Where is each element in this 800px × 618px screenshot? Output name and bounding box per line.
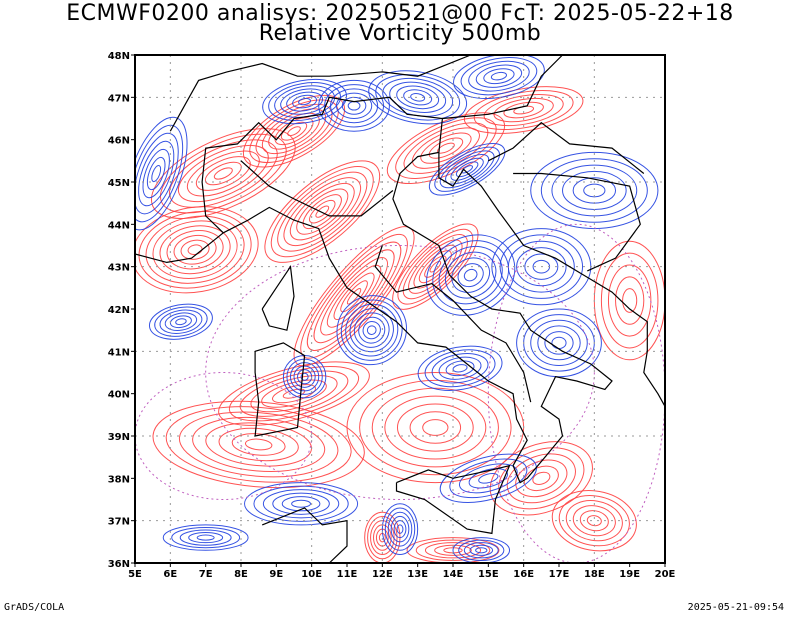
lat-label: 44N: [108, 220, 130, 231]
lat-label: 42N: [108, 305, 130, 316]
lon-label: 5E: [128, 569, 142, 580]
longitude-ticks: [134, 563, 666, 567]
latitude-labels: 36N 37N 38N 39N 40N 41N 42N 43N 44N 45N 46N 47N 48N: [108, 51, 130, 570]
chart-subtitle: Relative Vorticity 500mb: [258, 21, 542, 46]
lat-label: 38N: [108, 474, 130, 485]
lon-label: 13E: [407, 569, 428, 580]
lon-label: 19E: [619, 569, 640, 580]
lon-label: 15E: [478, 569, 499, 580]
lon-label: 8E: [234, 569, 248, 580]
lat-label: 46N: [108, 136, 130, 147]
lat-label: 36N: [108, 559, 130, 570]
lat-lon-grid: [135, 55, 665, 563]
lon-label: 7E: [199, 569, 213, 580]
latitude-ticks: [131, 54, 135, 564]
lon-label: 18E: [584, 569, 605, 580]
lon-label: 12E: [372, 569, 393, 580]
lat-label: 43N: [108, 263, 130, 274]
chart-title: ECMWF0200 analisys: 20250521@00 FcT: 202…: [66, 1, 734, 26]
lat-label: 37N: [108, 517, 130, 528]
lon-label: 17E: [549, 569, 570, 580]
vorticity-field: [135, 55, 665, 563]
footer-software: GrADS/COLA: [4, 602, 65, 613]
lat-label: 45N: [108, 178, 130, 189]
lon-label: 10E: [301, 569, 322, 580]
lon-label: 16E: [513, 569, 534, 580]
lat-label: 39N: [108, 432, 130, 443]
lat-label: 40N: [108, 390, 130, 401]
lat-label: 47N: [108, 93, 130, 104]
lon-label: 9E: [269, 569, 283, 580]
longitude-labels: 5E 6E 7E 8E 9E 10E 11E 12E 13E 14E 15E 16E 17E 18E 19E…: [128, 569, 675, 580]
footer-timestamp: 2025-05-21-09:54: [687, 602, 784, 613]
lat-label: 48N: [108, 51, 130, 62]
lat-label: 41N: [108, 347, 130, 358]
lon-label: 14E: [443, 569, 464, 580]
lon-label: 6E: [163, 569, 177, 580]
lon-label: 20E: [655, 569, 676, 580]
coastlines-borders: [135, 55, 665, 563]
lon-label: 11E: [337, 569, 358, 580]
